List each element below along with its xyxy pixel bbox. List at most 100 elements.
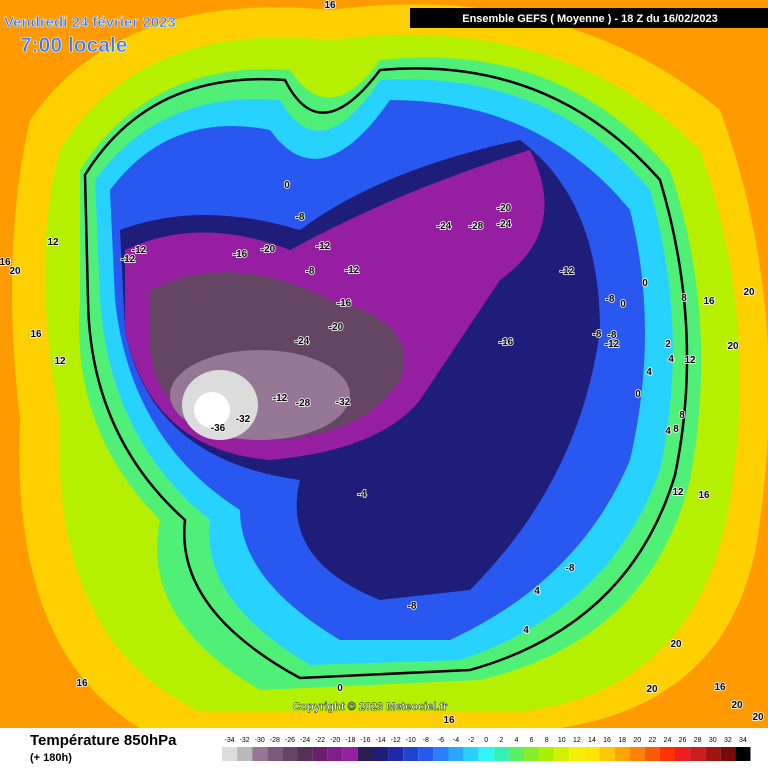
contour-label: 20 xyxy=(670,639,682,650)
contour-label: -12 xyxy=(121,254,136,265)
contour-label: -16 xyxy=(337,298,352,309)
legend-swatch xyxy=(569,747,585,761)
legend-swatch xyxy=(584,747,600,761)
legend-swatch xyxy=(508,747,524,761)
contour-label: -8 xyxy=(593,329,602,340)
legend-label: -6 xyxy=(438,737,444,744)
legend-swatch xyxy=(418,747,434,761)
contour-label: -12 xyxy=(560,266,575,277)
legend-label: 28 xyxy=(694,737,702,744)
legend-label: 4 xyxy=(514,737,518,744)
zero-contour xyxy=(83,67,689,680)
contour-label: 0 xyxy=(337,683,343,694)
contour-label: 0 xyxy=(635,389,641,400)
legend-swatch xyxy=(327,747,343,761)
legend-swatch xyxy=(735,747,751,761)
contour-label: -28 xyxy=(469,221,484,232)
legend-label: 10 xyxy=(558,737,566,744)
legend-label: -2 xyxy=(468,737,474,744)
contour-label: -12 xyxy=(273,393,288,404)
contour-label: 0 xyxy=(620,299,626,310)
contour-label: 12 xyxy=(672,487,684,498)
legend-swatch xyxy=(252,747,268,761)
legend-swatch xyxy=(539,747,555,761)
copyright: Copyright © 2023 Meteociel.fr xyxy=(293,701,449,713)
contour-label: 16 xyxy=(443,715,455,726)
contour-label: 16 xyxy=(698,490,710,501)
legend-swatch xyxy=(705,747,721,761)
contour-label: 0 xyxy=(642,278,648,289)
legend-swatch xyxy=(493,747,509,761)
legend-label: -8 xyxy=(423,737,429,744)
legend-label: 34 xyxy=(739,737,747,744)
legend-swatch xyxy=(478,747,494,761)
contour-label: -20 xyxy=(329,322,344,333)
contour-label: -8 xyxy=(408,601,417,612)
contour-label: 8 xyxy=(681,293,687,304)
legend-swatch xyxy=(599,747,615,761)
contour-label: 4 xyxy=(523,625,529,636)
contour-label: 0 xyxy=(284,180,290,191)
legend-swatch xyxy=(463,747,479,761)
legend-swatch xyxy=(675,747,691,761)
contour-label: 16 xyxy=(324,0,336,11)
legend-swatch xyxy=(297,747,313,761)
contour-label: 20 xyxy=(743,287,755,298)
contour-label: 12 xyxy=(47,237,59,248)
contour-label: 16 xyxy=(714,682,726,693)
legend-label: -14 xyxy=(375,737,385,744)
legend-label: -24 xyxy=(300,737,310,744)
legend-swatch xyxy=(659,747,675,761)
legend-swatch xyxy=(388,747,404,761)
legend-swatch xyxy=(554,747,570,761)
contour-label: -20 xyxy=(497,203,512,214)
legend-label: 22 xyxy=(648,737,656,744)
legend-label: 2 xyxy=(499,737,503,744)
contour-label: 8 xyxy=(673,424,679,435)
contour-label: 8 xyxy=(679,410,685,421)
legend-swatch xyxy=(629,747,645,761)
legend-swatch xyxy=(614,747,630,761)
contour-label: -12 xyxy=(316,241,331,252)
legend-label: 30 xyxy=(709,737,717,744)
legend-swatch xyxy=(720,747,736,761)
contour-label: 16 xyxy=(30,329,42,340)
legend-swatch xyxy=(433,747,449,761)
legend-label: -20 xyxy=(330,737,340,744)
contour-label: 2 xyxy=(665,339,671,350)
contour-label: 16 xyxy=(76,678,88,689)
legend-label: 32 xyxy=(724,737,732,744)
contour-label: 20 xyxy=(9,266,21,277)
legend-swatch xyxy=(267,747,283,761)
legend-label: -32 xyxy=(240,737,250,744)
contour-label: 12 xyxy=(684,355,696,366)
contour-label: 4 xyxy=(646,367,652,378)
legend-label: -22 xyxy=(315,737,325,744)
contour-label: -8 xyxy=(606,294,615,305)
legend-label: -10 xyxy=(406,737,416,744)
legend-label: 26 xyxy=(679,737,687,744)
legend-swatch xyxy=(690,747,706,761)
legend-label: -12 xyxy=(391,737,401,744)
legend-swatch xyxy=(312,747,328,761)
model-banner xyxy=(410,8,768,28)
legend-label: -18 xyxy=(345,737,355,744)
legend-label: 8 xyxy=(545,737,549,744)
contour-label: -8 xyxy=(306,266,315,277)
legend-label: 18 xyxy=(618,737,626,744)
contour-label: -12 xyxy=(345,265,360,276)
contour-label: -32 xyxy=(336,397,351,408)
footer-title: Température 850hPa xyxy=(30,732,177,749)
contour-label: -8 xyxy=(608,330,617,341)
legend-swatch xyxy=(403,747,419,761)
contour-label: -24 xyxy=(497,219,512,230)
legend-label: -4 xyxy=(453,737,459,744)
contour-label: -24 xyxy=(437,221,452,232)
legend-label: 14 xyxy=(588,737,596,744)
contour-label: -12 xyxy=(132,245,147,256)
contour-label: -28 xyxy=(296,398,311,409)
contour-label: 4 xyxy=(668,354,674,365)
contour-label: -20 xyxy=(261,244,276,255)
contour-label: -8 xyxy=(566,563,575,574)
